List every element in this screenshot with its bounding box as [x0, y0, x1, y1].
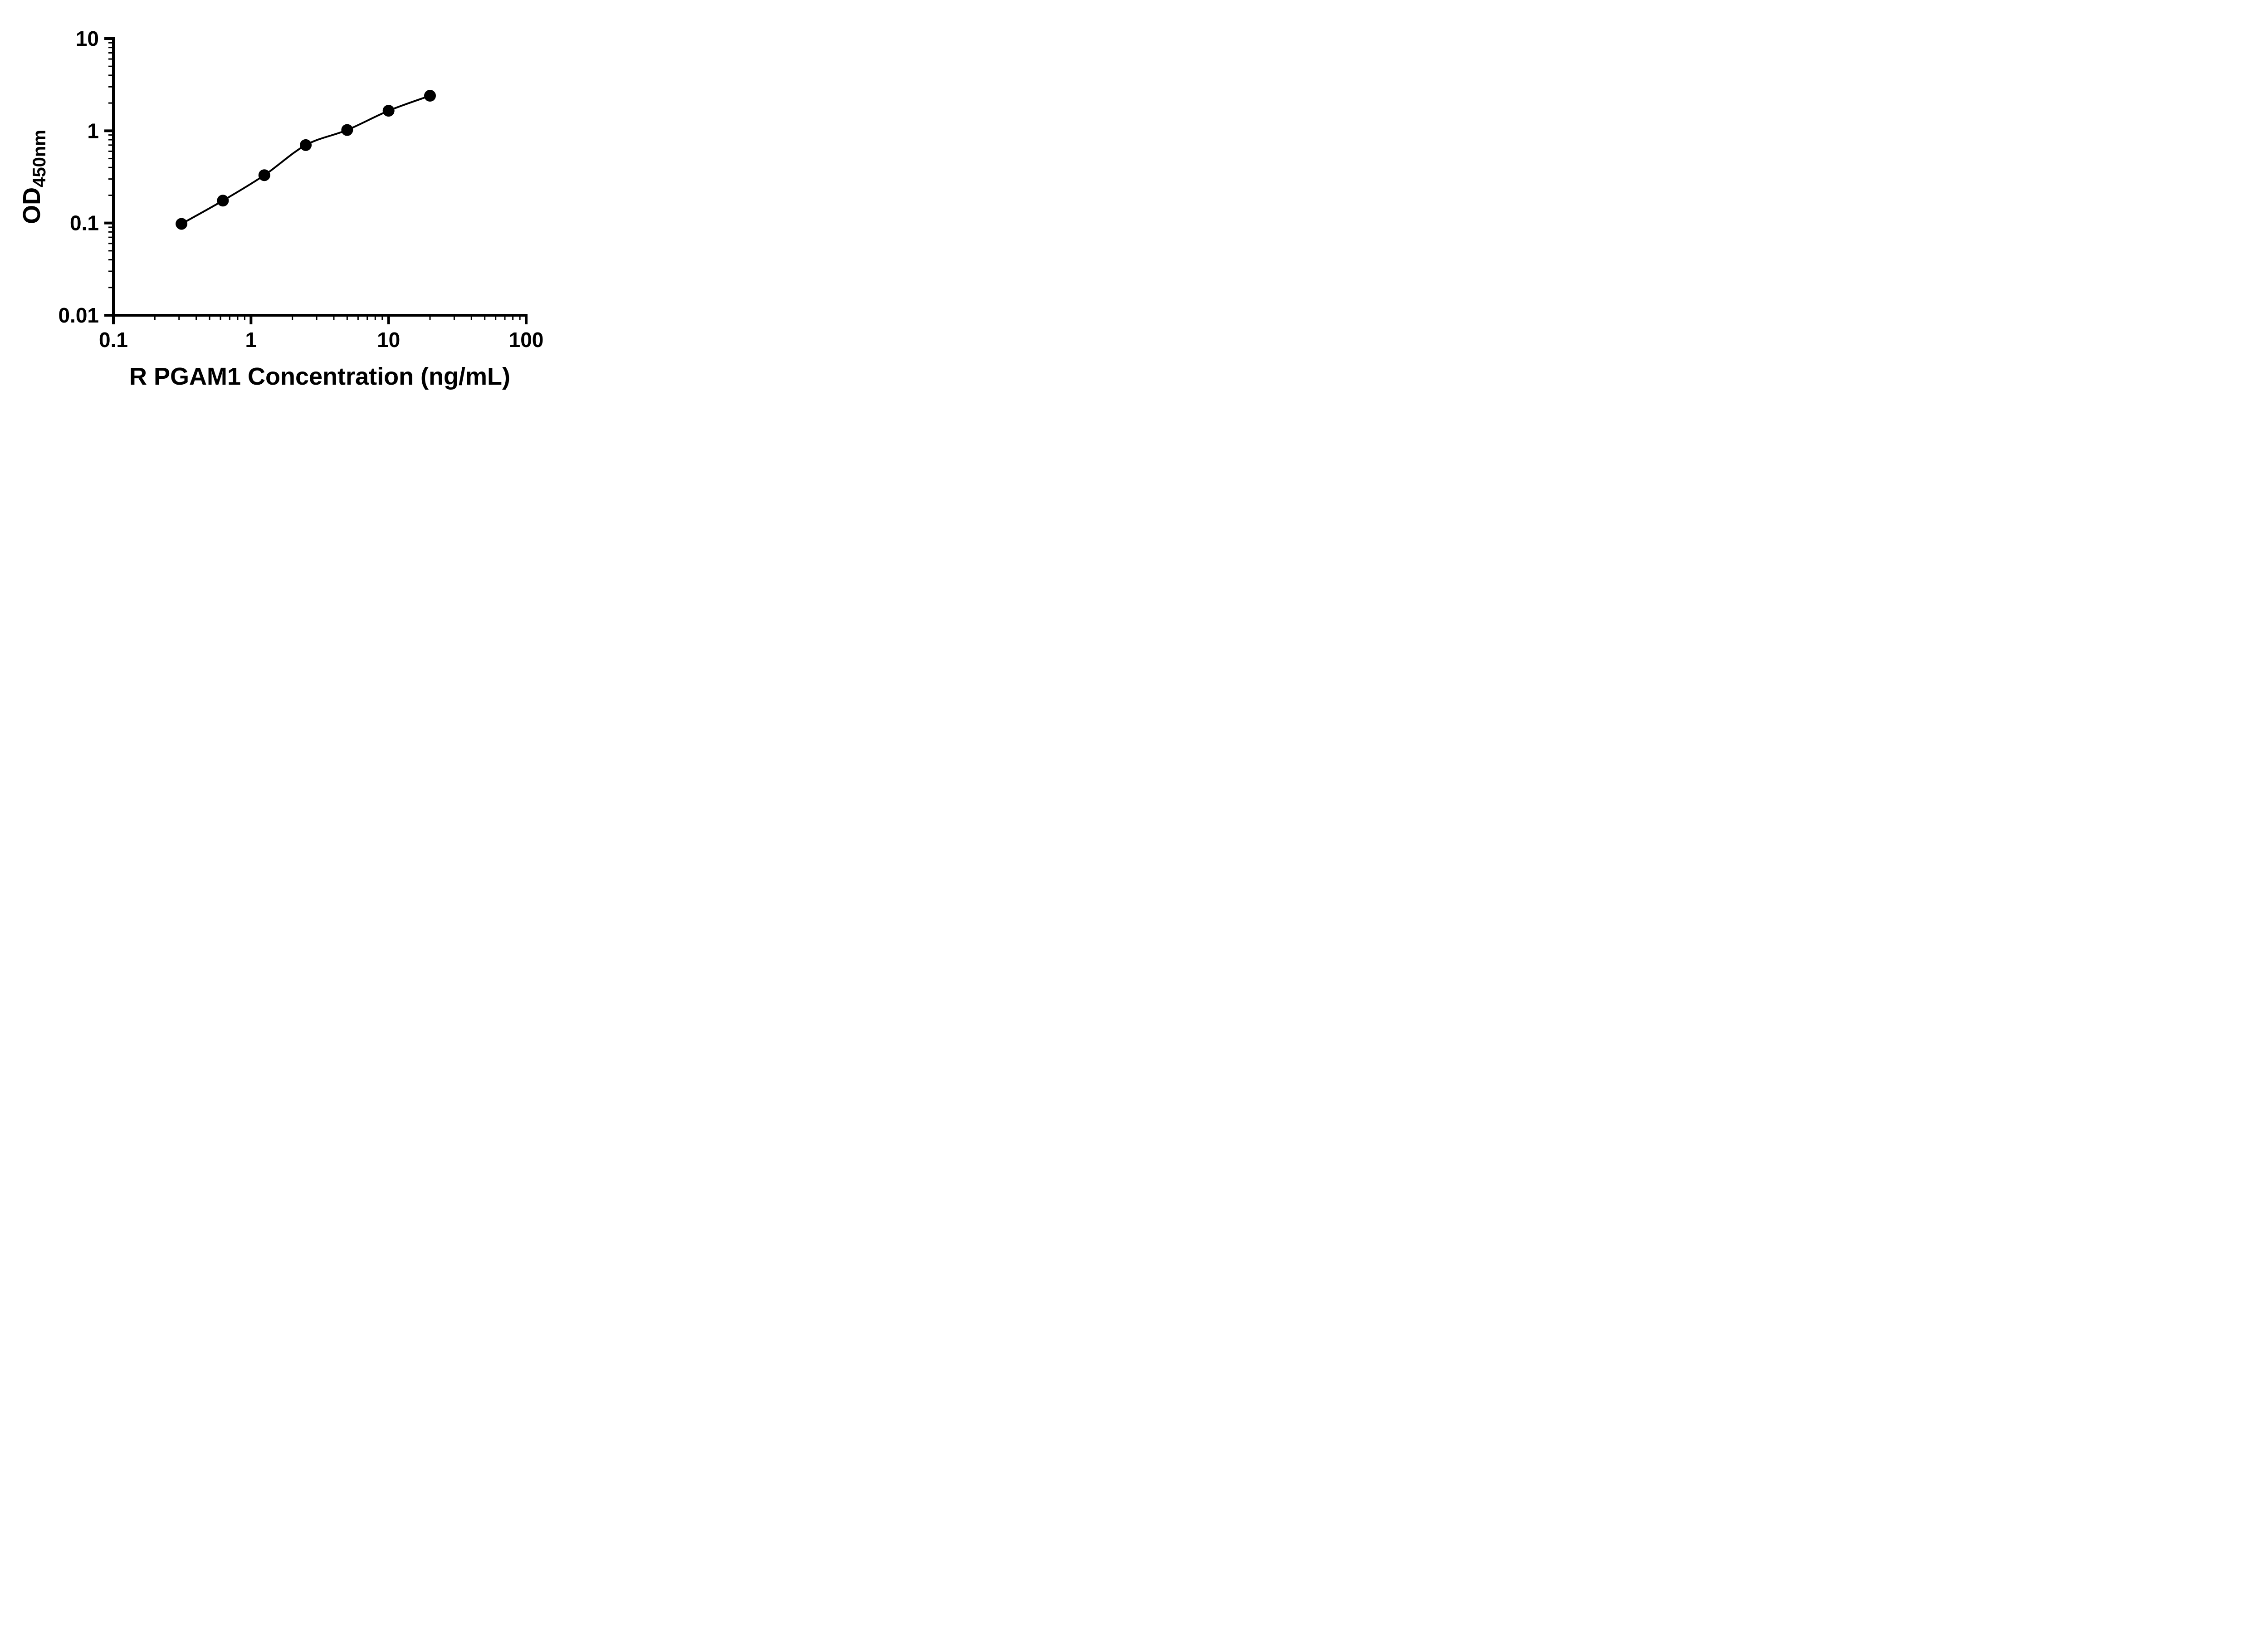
- x-axis-title: R PGAM1 Concentration (ng/mL): [129, 363, 510, 390]
- data-point: [341, 124, 353, 136]
- y-tick-label: 0.01: [58, 303, 99, 327]
- x-tick-label: 10: [377, 328, 400, 352]
- y-axis-title-sub: 450nm: [29, 130, 49, 187]
- x-tick-label: 100: [509, 328, 544, 352]
- y-axis-title: OD450nm: [18, 130, 49, 224]
- data-point: [300, 139, 312, 151]
- data-point: [382, 105, 395, 117]
- elisa-standard-curve-figure: 0.1 1 10 100 0.01 0.1 1 10 R PGAM1 Concentration…: [0, 0, 583, 408]
- data-point: [176, 218, 188, 230]
- y-tick-label: 0.1: [70, 211, 99, 235]
- data-point: [258, 169, 270, 181]
- data-point: [217, 195, 229, 207]
- y-axis-title-main: OD: [18, 187, 45, 224]
- data-point: [424, 90, 436, 102]
- x-tick-label: 0.1: [99, 328, 128, 352]
- y-tick-label: 1: [87, 119, 99, 142]
- y-tick-label: 10: [76, 27, 99, 50]
- x-tick-label: 1: [245, 328, 257, 352]
